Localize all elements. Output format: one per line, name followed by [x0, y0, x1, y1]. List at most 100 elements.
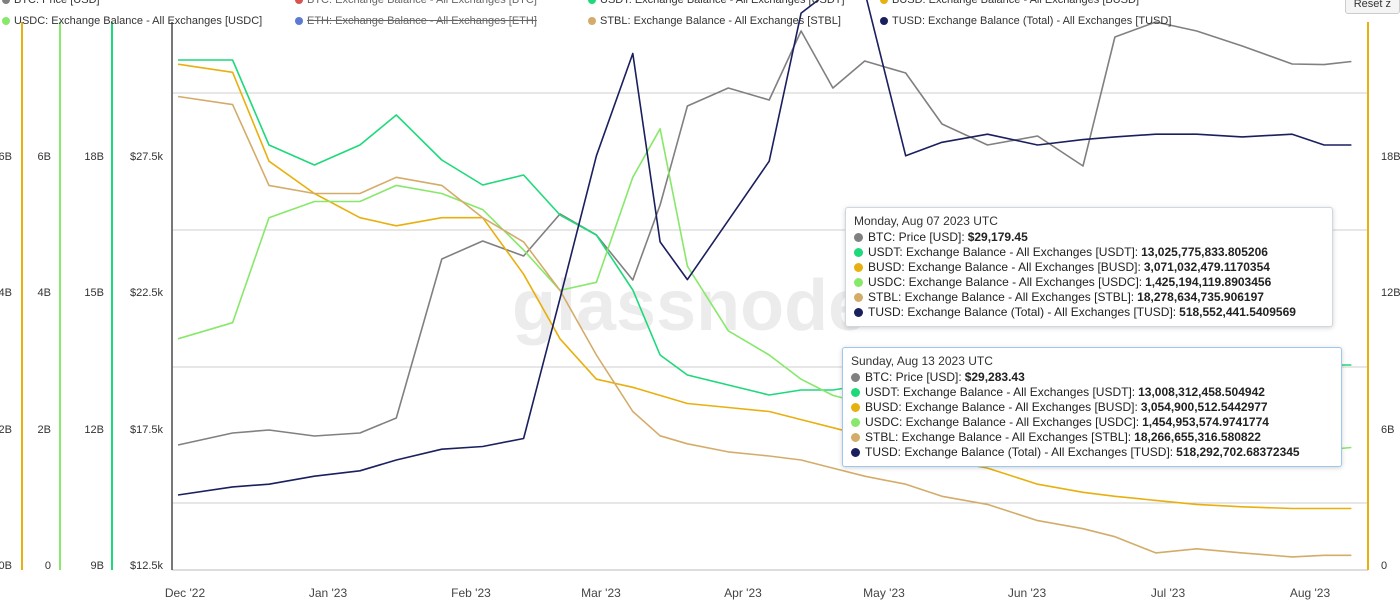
- tooltip-row: STBL: Exchange Balance - All Exchanges […: [854, 290, 1324, 305]
- legend-dot-icon: [880, 17, 888, 25]
- legend-dot-icon: [588, 17, 596, 25]
- tooltip-row: USDC: Exchange Balance - All Exchanges […: [854, 275, 1324, 290]
- x-axis-tick-label: Aug '23: [1290, 586, 1331, 600]
- axis-tick-label: 0: [45, 560, 51, 572]
- tooltip-aug-13: Sunday, Aug 13 2023 UTC BTC: Price [USD]:…: [842, 347, 1342, 467]
- series-dot-icon: [854, 248, 863, 257]
- tooltip-row: STBL: Exchange Balance - All Exchanges […: [851, 430, 1333, 445]
- series-line: [177, 95, 1352, 558]
- x-axis-tick-label: Apr '23: [724, 586, 762, 600]
- axis-tick-label: 18B: [1381, 151, 1400, 163]
- legend-dot-icon: [2, 0, 10, 4]
- axis-tick-label: 0B: [0, 560, 12, 572]
- tooltip-date: Monday, Aug 07 2023 UTC: [854, 214, 998, 228]
- legend-item[interactable]: ETH: Exchange Balance - All Exchanges [E…: [295, 15, 537, 27]
- x-axis-labels: Dec '22 Jan '23 Feb '23 Mar '23 Apr '23 May '…: [165, 586, 1331, 600]
- x-axis-tick-label: Feb '23: [451, 586, 491, 600]
- tooltip-label: BTC: Price [USD]:: [868, 230, 965, 244]
- tooltip-value: 1,425,194,119.8903456: [1145, 275, 1272, 289]
- legend-item[interactable]: BTC: Price [USD]: [2, 0, 100, 6]
- legend-label: STBL: Exchange Balance - All Exchanges […: [600, 15, 841, 27]
- tooltip-value: $29,179.45: [967, 230, 1028, 244]
- axis-tick-label: 6B: [38, 151, 51, 163]
- legend-label: BTC: Exchange Balance - All Exchanges [B…: [307, 0, 537, 6]
- tooltip-value: 13,025,775,833.805206: [1141, 245, 1268, 259]
- tooltip-label: USDC: Exchange Balance - All Exchanges […: [868, 275, 1143, 289]
- tooltip-label: TUSD: Exchange Balance (Total) - All Exc…: [868, 305, 1177, 319]
- series-dot-icon: [851, 418, 860, 427]
- axis-tick-label: $22.5k: [130, 287, 164, 299]
- axis-tick-label: 0: [1381, 560, 1387, 572]
- tooltip-label: BTC: Price [USD]:: [865, 370, 962, 384]
- x-axis-tick-label: May '23: [863, 586, 905, 600]
- series-dot-icon: [854, 278, 863, 287]
- tooltip-label: USDT: Exchange Balance - All Exchanges […: [868, 245, 1139, 259]
- tooltip-row: TUSD: Exchange Balance (Total) - All Exc…: [851, 445, 1333, 460]
- legend-item[interactable]: STBL: Exchange Balance - All Exchanges […: [588, 15, 841, 27]
- tooltip-value: 13,008,312,458.504942: [1138, 385, 1265, 399]
- legend-dot-icon: [588, 0, 596, 4]
- series-dot-icon: [851, 433, 860, 442]
- series-line: [177, 0, 1352, 496]
- series-dot-icon: [854, 263, 863, 272]
- tooltip-value: 3,054,900,512.5442977: [1140, 400, 1268, 414]
- legend-label: ETH: Exchange Balance - All Exchanges [E…: [307, 15, 537, 27]
- tooltip-row: USDC: Exchange Balance - All Exchanges […: [851, 415, 1333, 430]
- legend-label: USDT: Exchange Balance - All Exchanges […: [600, 0, 845, 6]
- tooltip-label: STBL: Exchange Balance - All Exchanges […: [868, 290, 1135, 304]
- x-axis-tick-label: Jul '23: [1151, 586, 1186, 600]
- tooltip-date: Sunday, Aug 13 2023 UTC: [851, 354, 993, 368]
- reset-zoom-button[interactable]: Reset z: [1344, 0, 1400, 14]
- axis-labels: 0B 2B 4B 6B 0 2B 4B 6B 9B 12B 15B 18B $12.5k $17.5k $2…: [0, 151, 1400, 572]
- tooltip-label: USDC: Exchange Balance - All Exchanges […: [865, 415, 1140, 429]
- series-dot-icon: [851, 388, 860, 397]
- axis-tick-label: 6B: [1381, 424, 1394, 436]
- axis-tick-label: 18B: [84, 151, 104, 163]
- tooltip-row: USDT: Exchange Balance - All Exchanges […: [854, 245, 1324, 260]
- tooltip-row: BUSD: Exchange Balance - All Exchanges […: [851, 400, 1333, 415]
- legend-label: USDC: Exchange Balance - All Exchanges […: [14, 15, 263, 27]
- legend-item[interactable]: BTC: Exchange Balance - All Exchanges [B…: [295, 0, 537, 6]
- legend-item[interactable]: USDT: Exchange Balance - All Exchanges […: [588, 0, 845, 6]
- x-axis-tick-label: Jun '23: [1008, 586, 1047, 600]
- legend-dot-icon: [880, 0, 888, 4]
- tooltip-value: 518,552,441.5409569: [1179, 305, 1296, 319]
- series-dot-icon: [851, 403, 860, 412]
- legend-dot-icon: [295, 17, 303, 25]
- tooltip-label: USDT: Exchange Balance - All Exchanges […: [865, 385, 1136, 399]
- series-dot-icon: [851, 448, 860, 457]
- tooltip-value: $29,283.43: [964, 370, 1025, 384]
- tooltip-row: BUSD: Exchange Balance - All Exchanges […: [854, 260, 1324, 275]
- axis-tick-label: 4B: [38, 287, 51, 299]
- tooltip-value: 18,278,634,735.906197: [1137, 290, 1264, 304]
- axis-bars: [21, 22, 1369, 570]
- series-line: [177, 63, 1352, 510]
- tooltip-label: STBL: Exchange Balance - All Exchanges […: [865, 430, 1132, 444]
- axis-tick-label: 12B: [1381, 287, 1400, 299]
- legend-item[interactable]: TUSD: Exchange Balance (Total) - All Exc…: [880, 15, 1171, 27]
- x-axis-tick-label: Jan '23: [309, 586, 348, 600]
- x-axis-tick-label: Dec '22: [165, 586, 206, 600]
- tooltip-value: 18,266,655,316.580822: [1134, 430, 1261, 444]
- legend-dot-icon: [2, 17, 10, 25]
- tooltip-value: 3,071,032,479.1170354: [1143, 260, 1270, 274]
- tooltip-row: BTC: Price [USD]: $29,179.45: [854, 230, 1324, 245]
- legend-dot-icon: [295, 0, 303, 4]
- tooltip-row: TUSD: Exchange Balance (Total) - All Exc…: [854, 305, 1324, 320]
- axis-tick-label: 9B: [91, 560, 104, 572]
- tooltip-value: 518,292,702.68372345: [1176, 445, 1300, 459]
- legend-item[interactable]: BUSD: Exchange Balance - All Exchanges […: [880, 0, 1139, 6]
- axis-tick-label: 15B: [84, 287, 104, 299]
- legend-item[interactable]: USDC: Exchange Balance - All Exchanges […: [2, 15, 262, 27]
- tooltip-row: BTC: Price [USD]: $29,283.43: [851, 370, 1333, 385]
- tooltip-label: BUSD: Exchange Balance - All Exchanges […: [865, 400, 1138, 414]
- series-dot-icon: [854, 233, 863, 242]
- watermark: glassnode: [512, 266, 868, 346]
- legend-label: TUSD: Exchange Balance (Total) - All Exc…: [892, 15, 1172, 27]
- series-line: [177, 21, 1352, 446]
- series-dot-icon: [854, 293, 863, 302]
- axis-tick-label: 2B: [38, 424, 51, 436]
- legend-label: BUSD: Exchange Balance - All Exchanges […: [892, 0, 1140, 6]
- axis-tick-label: 4B: [0, 287, 12, 299]
